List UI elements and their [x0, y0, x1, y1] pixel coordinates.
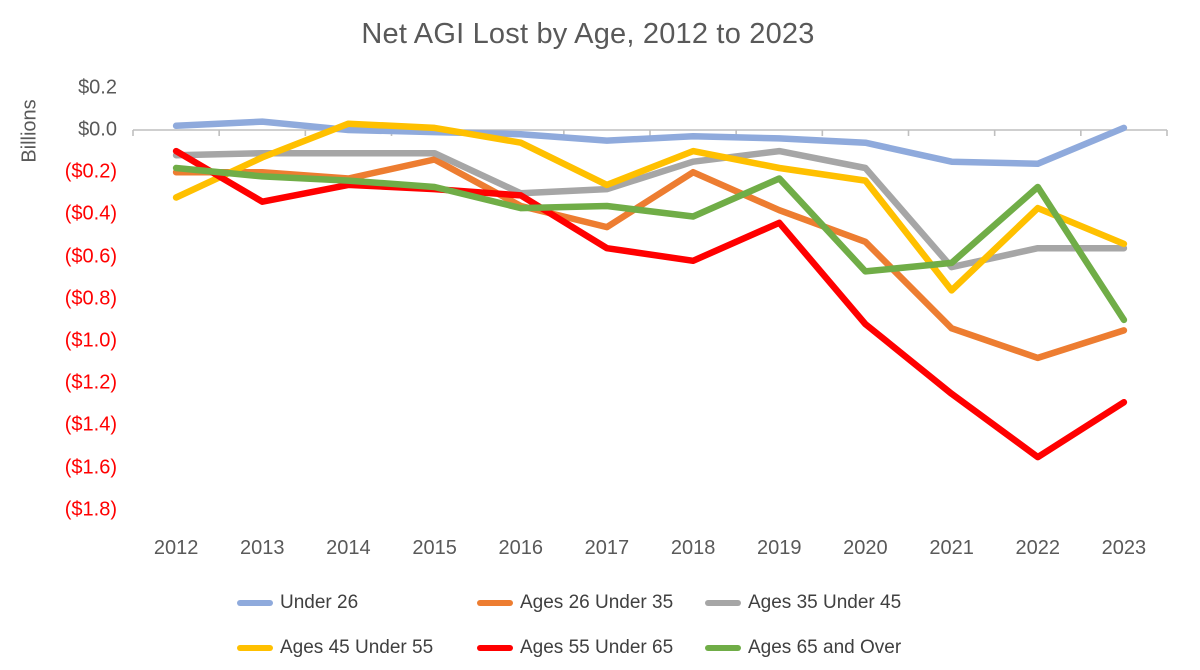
- x-tick-label: 2017: [584, 537, 630, 559]
- series-line-ages-55-under-65: [172, 147, 1128, 461]
- x-tick-label: 2013: [240, 537, 285, 559]
- legend-label: Ages 26 Under 35: [520, 592, 674, 613]
- series-line-under-26: [172, 118, 1128, 168]
- chart-title: Net AGI Lost by Age, 2012 to 2023: [361, 18, 815, 50]
- legend-item-ages-35-under-45: Ages 35 Under 45: [705, 591, 901, 615]
- y-tick-label: ($0.4): [64, 202, 117, 225]
- legend-swatch-icon: [477, 645, 513, 651]
- x-tick-label: 2021: [929, 537, 974, 559]
- y-tick-label: ($0.6): [64, 245, 117, 268]
- x-tick-label: 2019: [757, 537, 802, 559]
- series-line-ages-65-and-over: [172, 164, 1128, 324]
- legend-item-ages-45-under-55: Ages 45 Under 55: [237, 636, 433, 660]
- x-tick-label: 2022: [1015, 537, 1061, 559]
- x-tick-label: 2023: [1101, 537, 1147, 559]
- legend-item-ages-55-under-65: Ages 55 Under 65: [477, 636, 673, 660]
- legend-item-ages-26-under-35: Ages 26 Under 35: [477, 591, 673, 615]
- y-tick-label: $0.0: [78, 118, 117, 141]
- x-tick-label: 2018: [670, 537, 716, 559]
- legend-swatch-icon: [237, 645, 273, 651]
- y-tick-label: ($1.6): [64, 456, 117, 479]
- legend-swatch-icon: [477, 600, 513, 606]
- legend-swatch-icon: [705, 600, 741, 606]
- legend-label: Ages 55 Under 65: [520, 637, 674, 658]
- x-tick-label: 2014: [326, 537, 371, 559]
- legend-label: Ages 35 Under 45: [748, 592, 902, 613]
- legend-item-under-26: Under 26: [237, 591, 358, 615]
- y-tick-label: ($1.0): [64, 329, 117, 352]
- legend-item-ages-65-and-over: Ages 65 and Over: [705, 636, 901, 660]
- series-line-ages-35-under-45: [172, 147, 1128, 271]
- y-tick-label: $0.2: [78, 76, 117, 99]
- legend-label: Ages 65 and Over: [748, 637, 902, 658]
- y-tick-label: ($1.2): [64, 371, 117, 394]
- series-line-ages-45-under-55: [172, 120, 1128, 294]
- legend-swatch-icon: [237, 600, 273, 606]
- legend-swatch-icon: [705, 645, 741, 651]
- y-tick-label: ($1.8): [64, 498, 117, 521]
- legend-label: Ages 45 Under 55: [280, 637, 434, 658]
- x-tick-label: 2016: [498, 537, 544, 559]
- x-tick-label: 2015: [412, 537, 457, 559]
- y-tick-label: ($1.4): [64, 413, 117, 436]
- y-tick-label: ($0.8): [64, 287, 117, 310]
- x-tick-label: 2012: [153, 537, 199, 559]
- y-tick-label: ($0.2): [64, 160, 117, 183]
- legend-label: Under 26: [280, 592, 359, 613]
- x-tick-label: 2020: [843, 537, 888, 559]
